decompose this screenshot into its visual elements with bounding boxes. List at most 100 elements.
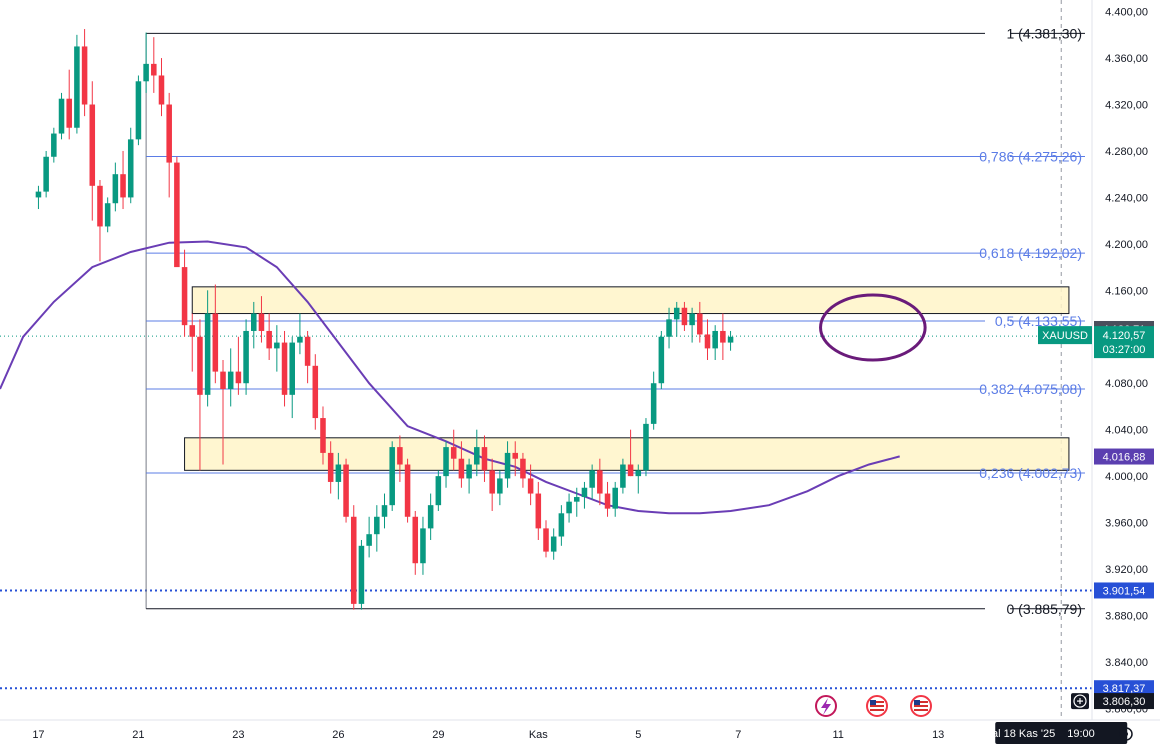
candle-body-11 xyxy=(120,174,126,198)
candle-body-66 xyxy=(543,528,549,552)
candle-body-19 xyxy=(181,267,188,326)
us-flag-icon-1 xyxy=(866,695,888,717)
candle-body-20 xyxy=(189,325,196,337)
lightning-bolt xyxy=(821,698,831,715)
candle-body-54 xyxy=(450,447,457,459)
time-label-1: 21 xyxy=(132,729,144,741)
time-label-7: 7 xyxy=(735,729,741,741)
price-axis[interactable]: 4.400,00 4.360,00 4.320,00 4.280,00 4.240,00… xyxy=(1091,0,1160,749)
candle-body-78 xyxy=(635,470,642,477)
price-tag-text-5: 3.806,30 xyxy=(1103,696,1146,708)
candle-81 xyxy=(658,330,665,390)
candle-16 xyxy=(158,58,165,117)
candle-body-46 xyxy=(389,447,395,506)
candle-7 xyxy=(89,81,96,221)
price-tick-10: 4.000,00 xyxy=(1105,471,1148,483)
price-tick-13: 3.880,00 xyxy=(1105,610,1148,622)
us-flag-icon-1-stripe-0 xyxy=(870,701,884,703)
highlight-ellipse-layer xyxy=(819,293,927,362)
fib-level-label-3: 0,5 (4.133,55) xyxy=(995,313,1082,329)
candle-body-23 xyxy=(212,313,219,372)
supply-demand-zone-0 xyxy=(191,286,1070,315)
candle-body-86 xyxy=(697,313,703,335)
moving-average-layer xyxy=(0,240,900,515)
price-tick-14: 3.840,00 xyxy=(1105,657,1148,669)
us-flag-icon-2-stripe-2 xyxy=(914,709,928,711)
candle-44 xyxy=(374,505,380,552)
candle-77 xyxy=(627,429,634,477)
candle-body-48 xyxy=(404,464,411,517)
candle-68 xyxy=(558,505,565,546)
candle-body-52 xyxy=(435,476,442,506)
candle-47 xyxy=(397,435,403,482)
candle-body-35 xyxy=(304,336,311,366)
candle-74 xyxy=(604,481,611,517)
candle-75 xyxy=(612,481,618,517)
price-tag-3: 3.901,54 xyxy=(1094,582,1154,599)
fib-level-label-1: 0,786 (4.275,26) xyxy=(979,148,1082,164)
candle-body-53 xyxy=(443,447,449,477)
candle-10 xyxy=(112,162,119,212)
candle-body-0 xyxy=(35,191,42,198)
candle-40 xyxy=(343,458,349,523)
candle-body-75 xyxy=(612,487,618,509)
price-tags-layer: 4.126,71XAUUSD4.120,5703:27:004.016,883.… xyxy=(1038,320,1154,710)
candle-body-72 xyxy=(589,470,595,488)
cursor-date-text: Sal 18 Kas '25 xyxy=(985,728,1056,740)
candle-17 xyxy=(166,92,172,198)
candle-26 xyxy=(235,336,242,395)
candle-5 xyxy=(74,34,80,134)
candle-55 xyxy=(458,441,465,488)
candle-65 xyxy=(535,481,542,540)
candle-body-69 xyxy=(566,501,572,514)
candle-body-57 xyxy=(474,447,480,465)
candle-18 xyxy=(174,156,180,268)
price-tag-bg-2 xyxy=(1094,448,1154,465)
candle-body-80 xyxy=(650,383,657,424)
fib-level-label-2: 0,618 (4.192,02) xyxy=(979,245,1082,261)
candle-body-3 xyxy=(58,98,65,134)
candle-86 xyxy=(697,301,703,343)
time-label-2: 23 xyxy=(232,729,244,741)
candle-body-17 xyxy=(166,104,172,163)
candle-27 xyxy=(243,319,249,395)
price-tick-4: 4.240,00 xyxy=(1105,192,1148,204)
gear-outer xyxy=(1119,727,1133,741)
candle-0 xyxy=(35,185,42,210)
candle-4 xyxy=(66,69,72,140)
candle-body-56 xyxy=(466,464,472,479)
candle-39 xyxy=(335,452,342,500)
price-tick-9: 4.040,00 xyxy=(1105,425,1148,437)
candle-23 xyxy=(212,284,219,384)
candle-body-85 xyxy=(689,313,695,326)
fibonacci-retracement[interactable]: 1 (4.381,30) 0,786 (4.275,26) 0,618 (4.192… xyxy=(145,25,1085,617)
us-flag-icon-2-stripe-1 xyxy=(914,705,928,707)
lightning-icon xyxy=(815,695,837,717)
highlight-ellipse xyxy=(819,293,927,362)
candle-84 xyxy=(681,301,688,331)
candle-71 xyxy=(581,481,588,509)
cursor-date-bg xyxy=(995,722,1128,744)
candle-61 xyxy=(504,441,511,488)
event-icons-layer[interactable] xyxy=(815,695,932,717)
candle-body-51 xyxy=(427,505,434,529)
price-tick-8: 4.080,00 xyxy=(1105,378,1148,390)
time-axis-bg xyxy=(0,720,1092,749)
candle-2 xyxy=(51,127,57,163)
candle-60 xyxy=(497,470,503,506)
candle-body-71 xyxy=(581,487,588,498)
candle-body-25 xyxy=(227,371,234,390)
candle-69 xyxy=(566,493,572,523)
candle-body-62 xyxy=(512,452,519,459)
candle-body-16 xyxy=(158,75,165,105)
candle-body-49 xyxy=(412,516,419,564)
candle-66 xyxy=(543,520,549,558)
price-tick-1: 4.360,00 xyxy=(1105,53,1148,65)
candle-body-5 xyxy=(74,46,80,128)
candle-body-42 xyxy=(358,545,365,604)
price-tag-4: 3.817,37 xyxy=(1094,680,1154,697)
price-tag-bg-4 xyxy=(1094,680,1154,697)
